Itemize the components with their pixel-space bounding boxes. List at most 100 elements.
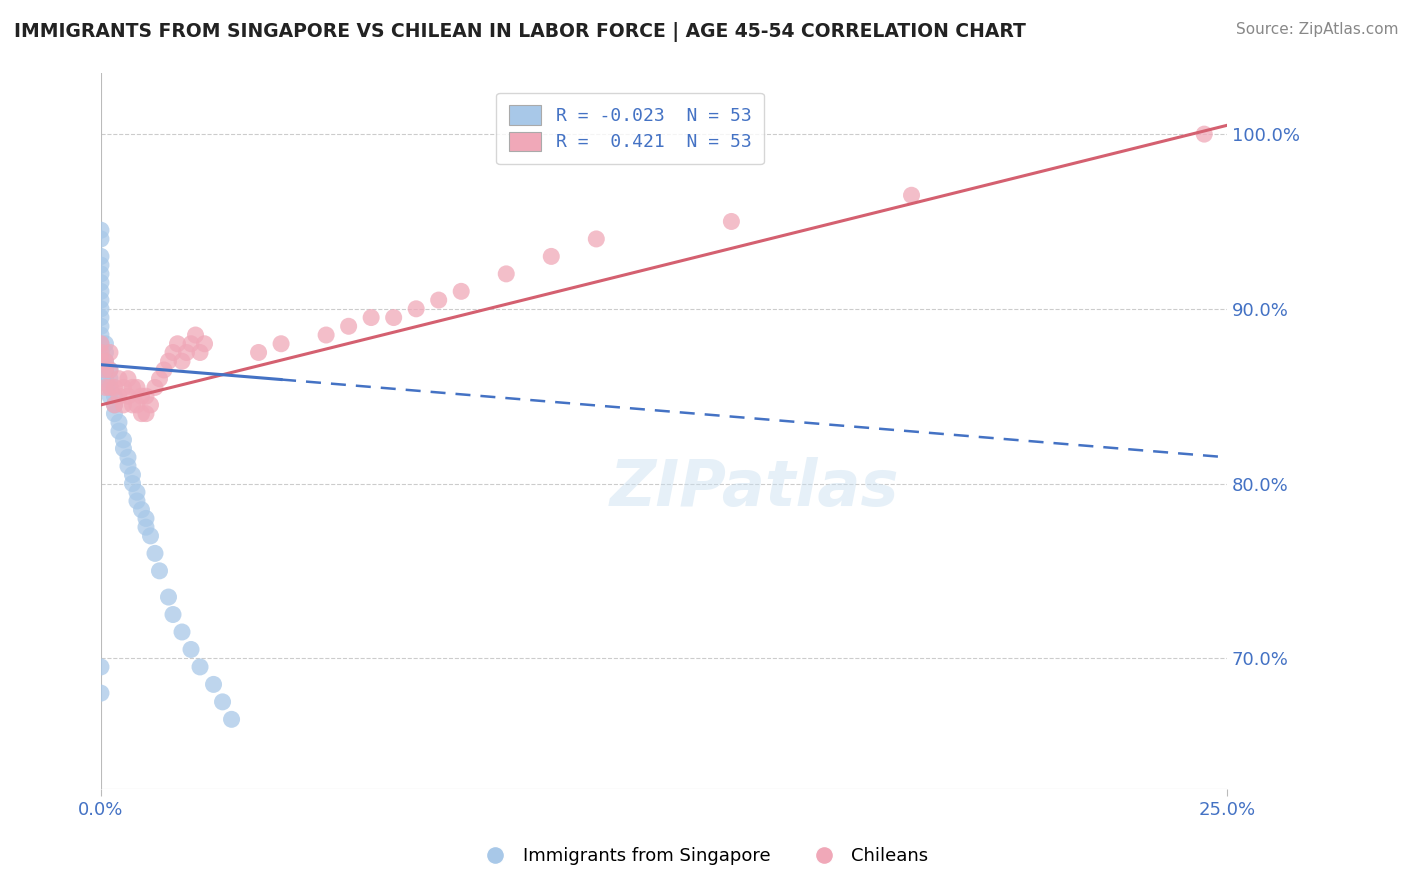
Point <box>193 336 215 351</box>
Point <box>94 354 117 368</box>
Point <box>108 424 131 438</box>
Point <box>90 276 112 290</box>
Point <box>162 345 184 359</box>
Point <box>170 354 193 368</box>
Point <box>131 502 153 516</box>
Point <box>90 267 112 281</box>
Point <box>98 380 121 394</box>
Text: Source: ZipAtlas.com: Source: ZipAtlas.com <box>1236 22 1399 37</box>
Point <box>184 328 207 343</box>
Point <box>98 363 121 377</box>
Point <box>94 372 117 386</box>
Point <box>103 398 125 412</box>
Point <box>98 389 121 403</box>
Point <box>900 188 922 202</box>
Point <box>98 380 121 394</box>
Legend: R = -0.023  N = 53, R =  0.421  N = 53: R = -0.023 N = 53, R = 0.421 N = 53 <box>496 93 763 164</box>
Point <box>121 398 143 412</box>
Point <box>148 564 170 578</box>
Point <box>157 590 180 604</box>
Point <box>162 607 184 622</box>
Point <box>139 398 162 412</box>
Point <box>143 546 166 560</box>
Point <box>94 345 117 359</box>
Point <box>112 398 135 412</box>
Point <box>1192 127 1215 141</box>
Point <box>135 520 157 534</box>
Point <box>125 380 148 394</box>
Point <box>94 380 117 394</box>
Point <box>90 301 112 316</box>
Point <box>98 372 121 386</box>
Point <box>112 433 135 447</box>
Point <box>139 529 162 543</box>
Point <box>90 354 112 368</box>
Point <box>90 293 112 307</box>
Point <box>135 511 157 525</box>
Point <box>90 319 112 334</box>
Text: ZIPatlas: ZIPatlas <box>609 458 898 519</box>
Point <box>108 372 131 386</box>
Point <box>121 476 143 491</box>
Point <box>405 301 427 316</box>
Point <box>180 336 202 351</box>
Point <box>157 354 180 368</box>
Point <box>112 442 135 456</box>
Point <box>117 389 139 403</box>
Point <box>247 345 270 359</box>
Point <box>103 398 125 412</box>
Point <box>166 336 188 351</box>
Point <box>131 389 153 403</box>
Point <box>125 398 148 412</box>
Point <box>90 285 112 299</box>
Point <box>585 232 607 246</box>
Point <box>148 372 170 386</box>
Point <box>221 712 243 726</box>
Point <box>103 389 125 403</box>
Point <box>131 407 153 421</box>
Point <box>90 223 112 237</box>
Point <box>112 380 135 394</box>
Point <box>382 310 405 325</box>
Point <box>720 214 742 228</box>
Point <box>427 293 450 307</box>
Point <box>153 363 176 377</box>
Point <box>103 380 125 394</box>
Point <box>90 660 112 674</box>
Point <box>495 267 517 281</box>
Point <box>315 328 337 343</box>
Point <box>360 310 382 325</box>
Point <box>202 677 225 691</box>
Point <box>211 695 233 709</box>
Point <box>90 686 112 700</box>
Point <box>125 485 148 500</box>
Point <box>117 372 139 386</box>
Text: IMMIGRANTS FROM SINGAPORE VS CHILEAN IN LABOR FORCE | AGE 45-54 CORRELATION CHAR: IMMIGRANTS FROM SINGAPORE VS CHILEAN IN … <box>14 22 1026 42</box>
Point <box>117 458 139 473</box>
Point <box>180 642 202 657</box>
Legend: Immigrants from Singapore, Chileans: Immigrants from Singapore, Chileans <box>470 840 936 872</box>
Point <box>450 285 472 299</box>
Point <box>94 354 117 368</box>
Point <box>121 380 143 394</box>
Point <box>540 249 562 263</box>
Point <box>337 319 360 334</box>
Point <box>125 494 148 508</box>
Point <box>90 345 112 359</box>
Point <box>188 345 211 359</box>
Point <box>135 407 157 421</box>
Point <box>270 336 292 351</box>
Point <box>135 389 157 403</box>
Point <box>98 345 121 359</box>
Point <box>90 310 112 325</box>
Point <box>94 363 117 377</box>
Point <box>188 660 211 674</box>
Point <box>176 345 198 359</box>
Point <box>90 232 112 246</box>
Point <box>103 407 125 421</box>
Point <box>170 625 193 640</box>
Point <box>94 336 117 351</box>
Point <box>90 336 112 351</box>
Point <box>108 389 131 403</box>
Point <box>90 258 112 272</box>
